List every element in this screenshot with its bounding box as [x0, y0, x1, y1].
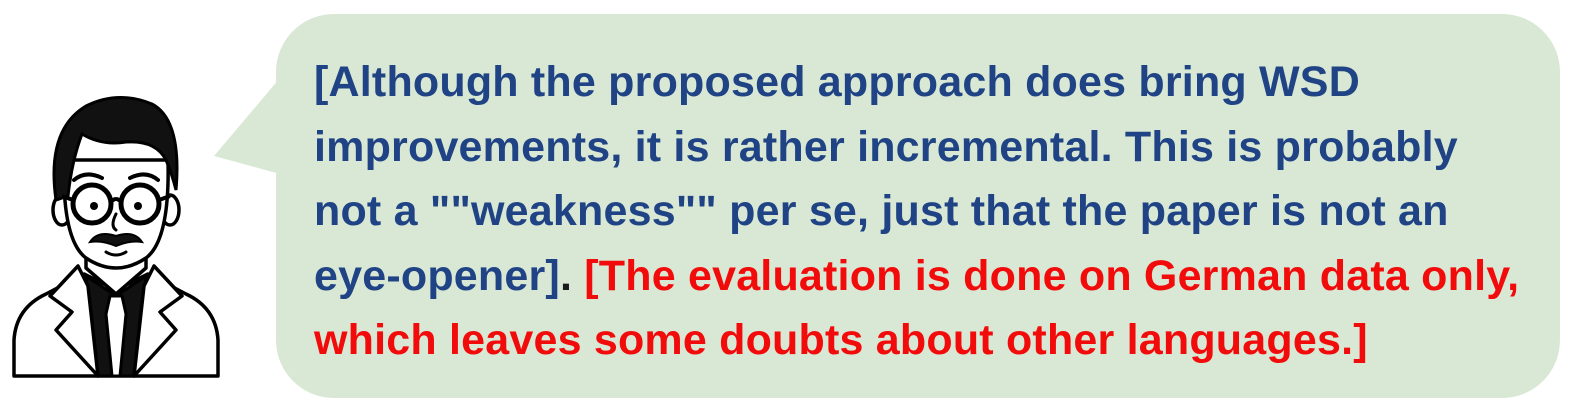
avatar-lapel-right [132, 264, 184, 378]
avatar-eyebrow-right [128, 172, 160, 182]
avatar-tie [104, 294, 128, 378]
avatar-hair [52, 95, 179, 202]
avatar-eyebrow-left [72, 172, 104, 182]
reviewer-avatar-icon [12, 95, 220, 378]
avatar-lapel-left [48, 264, 100, 378]
avatar-eye-left [90, 202, 98, 210]
avatar-glasses-arm-left [61, 194, 74, 202]
review-comment: [Although the proposed approach does bri… [314, 50, 1520, 373]
avatar-mouth [104, 250, 128, 257]
review-segment-evaluation: [The evaluation is done on German data o… [314, 251, 1520, 365]
avatar-glasses-arm-right [158, 194, 171, 202]
speech-bubble-tail [214, 78, 280, 174]
review-segment-weakness: [Although the proposed approach does bri… [314, 58, 1458, 300]
avatar-glasses-bridge [109, 197, 123, 204]
avatar-moustache [87, 233, 145, 248]
avatar-eye-right [134, 202, 142, 210]
avatar-nose [111, 212, 118, 232]
speech-bubble: [Although the proposed approach does bri… [276, 14, 1560, 398]
review-segment-separator: . [559, 251, 585, 300]
